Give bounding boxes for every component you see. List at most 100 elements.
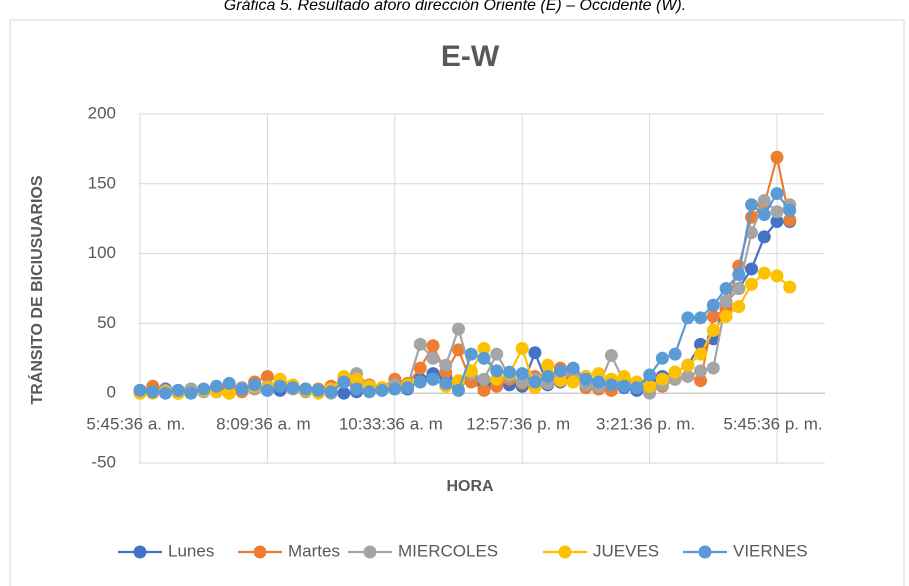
data-point [528, 346, 542, 360]
data-point [770, 269, 784, 283]
data-point [643, 368, 657, 382]
legend-marker [363, 545, 377, 559]
data-point [681, 369, 695, 383]
data-point [452, 343, 465, 357]
data-point [706, 309, 720, 323]
data-point [260, 369, 274, 383]
data-point [337, 386, 351, 400]
data-point [222, 376, 236, 390]
data-point [592, 375, 606, 389]
data-point [477, 351, 491, 365]
data-point [706, 323, 720, 337]
data-point [350, 372, 364, 386]
data-point [388, 382, 402, 396]
legend-marker [133, 545, 147, 559]
data-point [732, 300, 746, 314]
y-tick-label: -50 [91, 452, 116, 471]
data-point [617, 369, 631, 383]
data-point [745, 262, 759, 276]
x-tick-label: 8:09:36 a. m [216, 415, 311, 434]
data-point [490, 364, 504, 378]
data-point [426, 351, 440, 365]
data-point [770, 214, 784, 228]
data-point [694, 374, 708, 388]
data-point [426, 339, 440, 353]
legend-label: Lunes [168, 541, 214, 560]
data-point [757, 266, 771, 280]
data-point [273, 379, 287, 393]
data-point [732, 282, 746, 295]
series-line [139, 191, 791, 395]
x-tick-label: 12:57:36 p. m [466, 415, 570, 434]
chart-frame [9, 19, 905, 586]
data-point [426, 372, 440, 386]
data-point [337, 375, 351, 389]
data-point [515, 367, 529, 381]
data-point [579, 372, 593, 386]
data-point [757, 194, 771, 208]
data-point [783, 213, 797, 227]
data-point [719, 309, 733, 323]
x-tick-label: 5:45:36 p. m. [723, 415, 822, 434]
data-point [439, 376, 453, 390]
legend-label: VIERNES [733, 541, 808, 560]
x-axis-label: HORA [446, 478, 494, 495]
data-point [146, 385, 160, 399]
data-point [757, 230, 771, 244]
legend-marker [698, 545, 712, 559]
data-point [439, 358, 453, 372]
data-point [133, 383, 147, 397]
data-point [222, 386, 236, 400]
data-point [158, 386, 172, 400]
data-point [770, 205, 784, 219]
data-point [324, 385, 338, 399]
data-point [375, 383, 389, 397]
data-point [706, 298, 720, 312]
data-point [553, 364, 567, 378]
data-point [783, 280, 797, 294]
data-point [248, 378, 262, 392]
data-point [362, 385, 376, 399]
data-point [209, 379, 223, 393]
data-point [541, 369, 555, 383]
legend-label: JUEVES [593, 541, 659, 560]
data-point [502, 365, 516, 379]
data-point [235, 382, 249, 396]
y-tick-label: 200 [88, 103, 116, 122]
data-point [770, 150, 784, 164]
data-point [706, 361, 720, 375]
data-point [197, 382, 211, 396]
y-tick-label: 100 [88, 243, 116, 262]
data-point [413, 375, 427, 389]
data-point [668, 365, 682, 379]
legend-label: MIERCOLES [398, 541, 498, 560]
data-point [655, 372, 669, 386]
y-tick-label: 50 [97, 313, 116, 332]
data-point [477, 342, 491, 356]
y-tick-label: 150 [88, 173, 116, 192]
data-point [745, 198, 759, 212]
legend-label: Martes [288, 541, 340, 560]
data-point [694, 311, 708, 325]
data-point [681, 311, 695, 325]
data-point [719, 282, 733, 295]
data-point [413, 361, 427, 375]
data-point [464, 347, 478, 361]
data-point [732, 268, 746, 282]
data-point [452, 383, 465, 397]
x-tick-label: 10:33:36 a. m [339, 415, 443, 434]
data-point [566, 375, 580, 389]
data-point [604, 349, 618, 363]
data-point [655, 351, 669, 365]
data-point [604, 378, 618, 392]
chart-title: E-W [441, 40, 500, 73]
y-axis-label: TRÁNSITO DE BICIUSUARIOS [27, 175, 46, 404]
data-point [643, 379, 657, 393]
legend-marker [253, 545, 267, 559]
y-tick-label: 0 [107, 383, 116, 402]
data-point [452, 322, 465, 336]
data-point [515, 342, 529, 356]
data-point [757, 208, 771, 222]
data-point [350, 382, 364, 396]
